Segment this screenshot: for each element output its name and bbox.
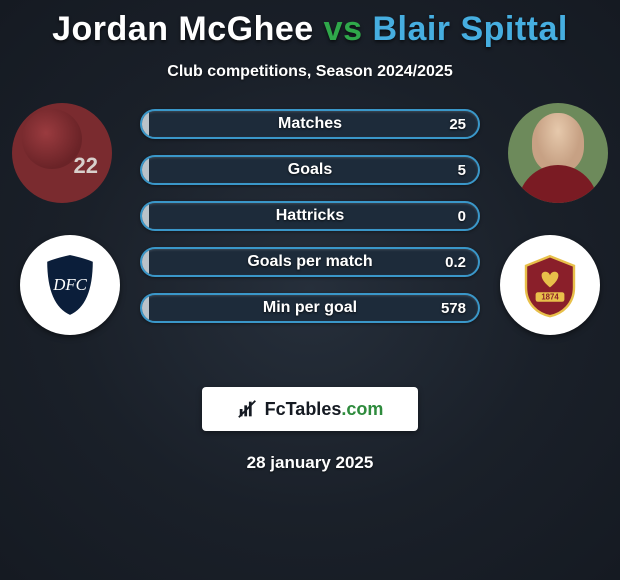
stat-label: Matches bbox=[142, 111, 478, 137]
club-shield-icon: DFC bbox=[34, 249, 106, 321]
brand-name: FcTables.com bbox=[265, 399, 384, 420]
subtitle: Club competitions, Season 2024/2025 bbox=[0, 63, 620, 81]
stat-value-right: 25 bbox=[449, 111, 466, 137]
comparison-content: DFC 1874 Matches25 Goals5 Hattricks0 Goals … bbox=[0, 109, 620, 369]
comparison-title: Jordan McGhee vs Blair Spittal bbox=[0, 0, 620, 49]
stat-label: Goals per match bbox=[142, 249, 478, 275]
player2-avatar bbox=[508, 103, 608, 203]
player1-name: Jordan McGhee bbox=[52, 10, 314, 48]
stat-bar: Matches25 bbox=[140, 109, 480, 139]
bar-chart-icon bbox=[237, 398, 259, 420]
stat-value-right: 0.2 bbox=[445, 249, 466, 275]
stat-bars: Matches25 Goals5 Hattricks0 Goals per match… bbox=[140, 109, 480, 339]
player1-avatar bbox=[12, 103, 112, 203]
stat-label: Min per goal bbox=[142, 295, 478, 321]
stat-label: Goals bbox=[142, 157, 478, 183]
club-shield-icon: 1874 bbox=[514, 249, 586, 321]
stat-value-right: 5 bbox=[458, 157, 466, 183]
svg-text:1874: 1874 bbox=[541, 292, 559, 301]
stat-bar: Min per goal578 bbox=[140, 293, 480, 323]
player1-club-logo: DFC bbox=[20, 235, 120, 335]
stat-bar: Hattricks0 bbox=[140, 201, 480, 231]
stat-value-right: 578 bbox=[441, 295, 466, 321]
stat-bar: Goals5 bbox=[140, 155, 480, 185]
player2-name: Blair Spittal bbox=[372, 10, 567, 48]
snapshot-date: 28 january 2025 bbox=[0, 453, 620, 473]
stat-bar: Goals per match0.2 bbox=[140, 247, 480, 277]
player2-club-logo: 1874 bbox=[500, 235, 600, 335]
vs-separator: vs bbox=[324, 10, 363, 48]
svg-text:DFC: DFC bbox=[52, 275, 87, 294]
stat-value-right: 0 bbox=[458, 203, 466, 229]
stat-label: Hattricks bbox=[142, 203, 478, 229]
brand-attribution: FcTables.com bbox=[202, 387, 418, 431]
